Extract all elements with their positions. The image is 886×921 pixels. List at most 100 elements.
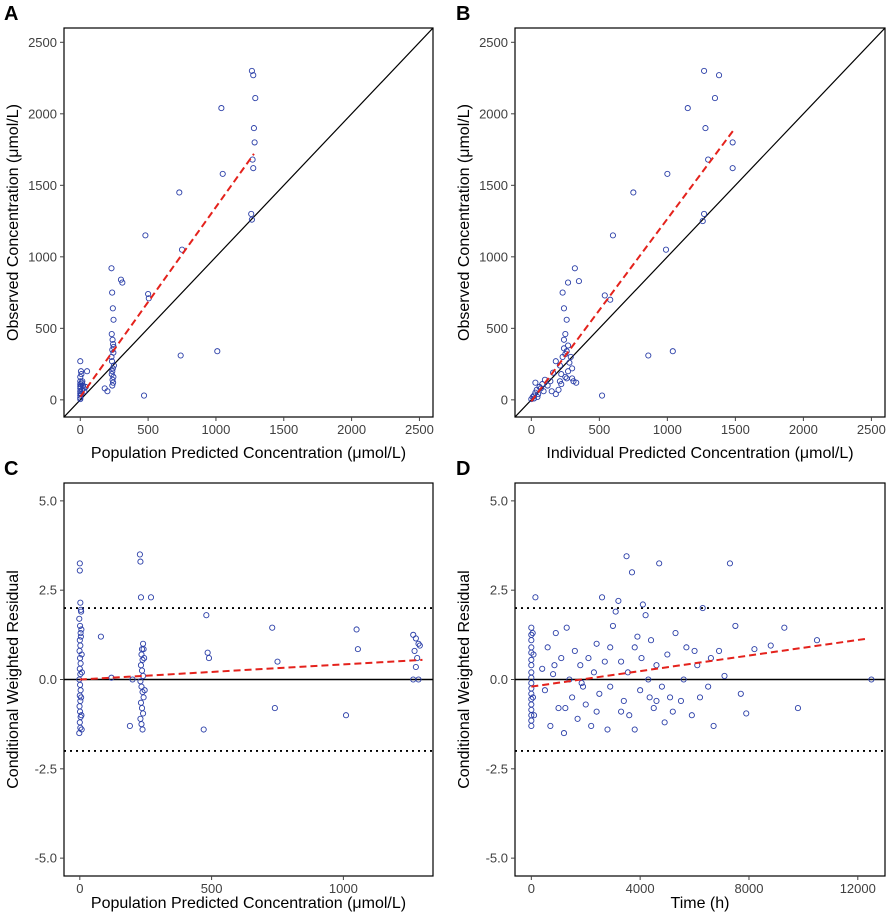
- data-point: [176, 189, 183, 196]
- plot-frame: [63, 27, 434, 418]
- data-point: [416, 642, 423, 649]
- data-point: [560, 336, 568, 343]
- data-point: [81, 388, 88, 395]
- fit-trend-line: [531, 637, 869, 688]
- data-point: [634, 633, 641, 640]
- data-point: [137, 662, 145, 669]
- data-point: [813, 637, 821, 644]
- data-point: [354, 646, 361, 653]
- data-point: [601, 658, 608, 665]
- panel-a: A 0 500 1000 1500 2000 2500 0 500 1000 1500 2000 250…: [4, 3, 434, 462]
- data-point: [683, 644, 690, 651]
- data-point: [551, 662, 558, 669]
- data-point: [137, 715, 144, 722]
- x-tick-label: 2500: [857, 422, 886, 437]
- data-point: [729, 165, 736, 172]
- x-tick-label: 0: [77, 422, 84, 437]
- data-point: [141, 687, 148, 694]
- data-point: [78, 608, 85, 615]
- data-point: [550, 671, 557, 678]
- plot-frame: [514, 27, 886, 418]
- data-point: [558, 655, 565, 662]
- data-point: [528, 717, 535, 724]
- data-point: [353, 626, 360, 633]
- data-point: [732, 622, 739, 629]
- data-point: [571, 647, 578, 654]
- data-point: [669, 708, 676, 715]
- data-point: [604, 726, 611, 733]
- data-point: [563, 375, 570, 382]
- data-point: [138, 651, 145, 658]
- y-tick-label: 0: [501, 392, 508, 407]
- data-point: [637, 687, 644, 694]
- data-point: [104, 388, 111, 395]
- y-tick-label: 2500: [28, 35, 57, 50]
- data-point: [140, 640, 147, 647]
- y-tick-label: 2.5: [39, 583, 57, 598]
- data-point: [84, 368, 91, 375]
- data-point: [558, 371, 565, 378]
- data-point: [250, 72, 257, 79]
- data-point: [177, 352, 184, 359]
- data-point: [721, 672, 728, 679]
- data-point: [626, 712, 633, 719]
- data-point: [248, 67, 255, 74]
- data-point: [109, 336, 116, 343]
- data-point: [552, 358, 559, 365]
- x-tick-label: 12000: [840, 881, 876, 896]
- data-point: [77, 368, 85, 375]
- y-tick-label: -5.0: [486, 851, 508, 866]
- data-point: [79, 378, 86, 385]
- data-point: [684, 105, 691, 112]
- data-point: [662, 246, 670, 253]
- data-point: [528, 624, 535, 631]
- identity-line: [64, 28, 433, 417]
- data-point: [532, 594, 539, 601]
- x-tick-label: 1000: [329, 881, 358, 896]
- data-point: [615, 597, 622, 604]
- data-point: [138, 721, 145, 728]
- data-point: [588, 722, 595, 729]
- data-point: [550, 369, 557, 376]
- plot-area: [64, 551, 433, 752]
- y-tick-label: 0.0: [490, 672, 508, 687]
- data-point: [612, 608, 619, 615]
- data-point: [574, 715, 581, 722]
- data-point: [767, 642, 774, 649]
- data-point: [138, 667, 146, 674]
- data-point: [141, 655, 148, 662]
- data-point: [680, 676, 687, 683]
- data-point: [607, 683, 614, 690]
- data-point: [204, 649, 211, 656]
- identity-line: [515, 28, 885, 417]
- data-point: [560, 345, 568, 352]
- data-point: [110, 316, 117, 323]
- data-point: [415, 676, 422, 683]
- y-tick-label: 5.0: [490, 493, 508, 508]
- data-point: [528, 680, 535, 687]
- data-point: [528, 669, 535, 676]
- data-point: [639, 601, 646, 608]
- y-tick-label: 2.5: [490, 583, 508, 598]
- data-point: [77, 358, 84, 365]
- data-point: [547, 722, 554, 729]
- data-point: [555, 386, 562, 393]
- data-point: [620, 697, 627, 704]
- data-point: [539, 381, 546, 388]
- data-point: [609, 622, 616, 629]
- data-point: [569, 375, 576, 382]
- data-point: [609, 232, 616, 239]
- data-point: [677, 697, 685, 704]
- data-point: [140, 392, 148, 399]
- data-point: [110, 373, 117, 381]
- data-point: [661, 719, 668, 726]
- data-point: [250, 165, 257, 172]
- data-point: [252, 95, 259, 102]
- data-point: [702, 125, 709, 132]
- data-point: [109, 365, 116, 372]
- data-point: [547, 378, 554, 385]
- data-point: [110, 362, 117, 369]
- data-point: [601, 292, 608, 299]
- x-tick-label: 1000: [653, 422, 682, 437]
- x-tick-label: 1500: [269, 422, 298, 437]
